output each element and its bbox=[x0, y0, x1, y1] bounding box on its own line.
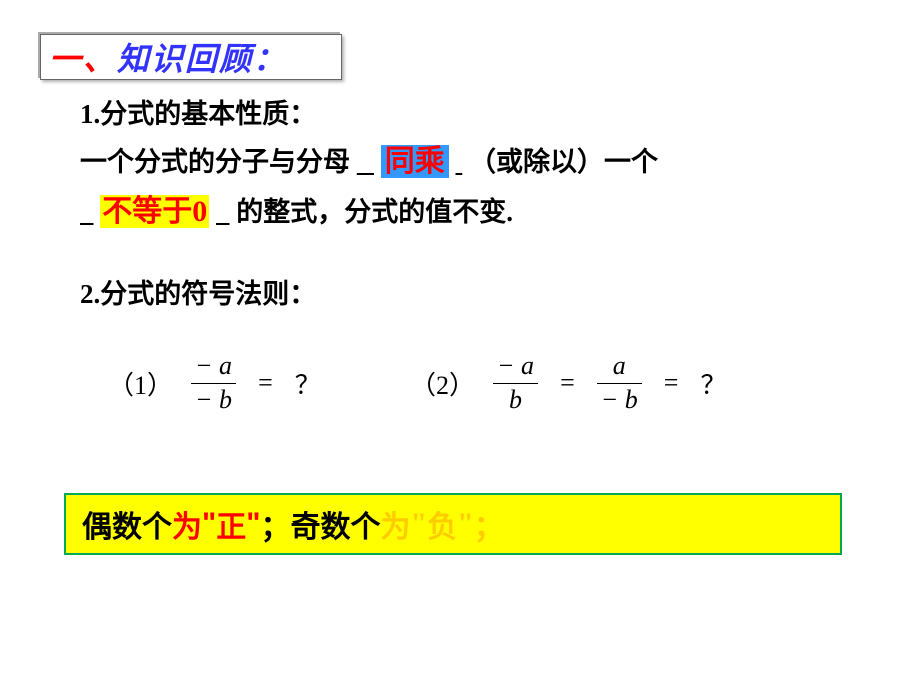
summary-box: 偶数个 为 " 正 " ；奇数个 为 " 负 " ； bbox=[64, 493, 842, 555]
s-t3: " bbox=[202, 507, 216, 541]
math-1: （1） − a − b = ？ bbox=[108, 352, 321, 414]
s-t7: 为 bbox=[380, 502, 410, 546]
bar2b bbox=[597, 383, 642, 384]
header-part1: 一、 bbox=[49, 41, 117, 77]
sec2-title: 分式的符号法则： bbox=[100, 279, 316, 309]
bar1 bbox=[191, 383, 236, 384]
sec1-l3post: 的整式，分式的值不变. bbox=[236, 197, 513, 227]
header-part2: 知识回顾： bbox=[117, 41, 287, 77]
s-t9: 负 bbox=[427, 502, 457, 546]
frac-2a: − a b bbox=[493, 352, 538, 414]
eq2a: = bbox=[556, 368, 579, 398]
eq1: = bbox=[254, 368, 277, 398]
num2b: a bbox=[609, 352, 630, 381]
den2a: b bbox=[505, 386, 526, 415]
math-2: （2） − a b = a − b = ？ bbox=[410, 352, 726, 414]
blank2: 不等于0 bbox=[100, 195, 209, 228]
s-t11: ； bbox=[474, 502, 504, 546]
q2: ？ bbox=[700, 365, 726, 402]
frac-2b: a − b bbox=[597, 352, 642, 414]
sec1-line1: 1.分式的基本性质： bbox=[80, 92, 316, 131]
sec1-title: 分式的基本性质： bbox=[100, 99, 316, 129]
header-box: 一、知识回顾： bbox=[40, 34, 342, 80]
sec1-label: 1. bbox=[80, 99, 100, 129]
blank1: 同乘 bbox=[381, 145, 449, 178]
s-t5: " bbox=[246, 507, 260, 541]
den1: − b bbox=[191, 386, 236, 415]
sec1-l2post: （或除以）一个 bbox=[469, 147, 658, 177]
num1: − a bbox=[191, 352, 236, 381]
s-t2: 为 bbox=[172, 502, 202, 546]
eq2b: = bbox=[660, 368, 683, 398]
s-t8: " bbox=[410, 507, 427, 541]
q1: ？ bbox=[295, 365, 321, 402]
sec2-label: 2. bbox=[80, 279, 100, 309]
bar2a bbox=[493, 383, 538, 384]
num2a: − a bbox=[493, 352, 538, 381]
sec1-line2: 一个分式的分子与分母 同乘 （或除以）一个 bbox=[80, 136, 658, 180]
s-t6: ；奇数个 bbox=[260, 502, 380, 546]
s-t1: 偶数个 bbox=[82, 502, 172, 546]
frac-1: − a − b bbox=[191, 352, 236, 414]
s-t4: 正 bbox=[216, 502, 246, 546]
header-text: 一、知识回顾： bbox=[49, 34, 287, 80]
paren-1: （1） bbox=[108, 365, 173, 402]
den2b: − b bbox=[597, 386, 642, 415]
sec1-line3: 不等于0 的整式，分式的值不变. bbox=[80, 186, 513, 230]
paren-2: （2） bbox=[410, 365, 475, 402]
s-t10: " bbox=[457, 507, 474, 541]
sec1-l2pre: 一个分式的分子与分母 bbox=[80, 147, 350, 177]
sec2-line1: 2.分式的符号法则： bbox=[80, 272, 316, 311]
